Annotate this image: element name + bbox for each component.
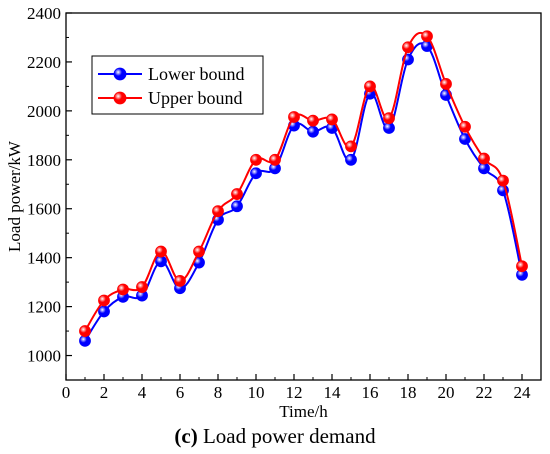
data-point (383, 112, 395, 125)
line-chart: 0 2 4 6 8 10 12 14 16 18 20 22 241000120014001600180… (5, 4, 542, 421)
x-tick-label: 24 (514, 383, 532, 402)
caption-text: Load power demand (197, 424, 376, 448)
figure-caption: (c) Load power demand (0, 424, 550, 449)
legend-label: Upper bound (148, 88, 242, 108)
x-tick-label: 8 (214, 383, 223, 402)
y-tick-label: 2000 (27, 102, 61, 121)
caption-label: (c) (174, 424, 198, 448)
data-point (497, 174, 509, 187)
data-point (326, 113, 338, 126)
data-point (193, 245, 205, 258)
data-point (269, 153, 281, 166)
legend-marker (113, 67, 127, 81)
x-tick-label: 4 (138, 383, 147, 402)
data-point (98, 305, 110, 318)
y-tick-label: 2400 (27, 4, 61, 23)
data-point (231, 188, 243, 200)
data-point (79, 334, 91, 347)
x-tick-label: 2 (100, 383, 109, 402)
data-point (212, 205, 224, 218)
data-point (98, 294, 110, 307)
y-tick-label: 1200 (27, 298, 61, 317)
x-axis-title: Time/h (279, 402, 328, 421)
data-point (231, 200, 243, 213)
data-point (459, 120, 471, 133)
data-point (478, 162, 490, 175)
data-point (516, 260, 528, 273)
plot-area-frame (65, 12, 542, 381)
y-tick-label: 1000 (27, 347, 61, 366)
data-point (345, 140, 357, 153)
y-tick-label: 2200 (27, 53, 61, 72)
data-point (155, 245, 167, 258)
data-point (421, 30, 433, 43)
y-tick-label: 1600 (27, 200, 61, 219)
data-point (136, 281, 148, 293)
x-tick-label: 18 (400, 383, 417, 402)
legend-marker (113, 91, 127, 105)
data-point (288, 111, 300, 123)
data-point (478, 152, 490, 165)
data-point (174, 275, 186, 287)
data-point (250, 167, 262, 180)
data-point (307, 125, 319, 138)
data-point (345, 153, 357, 166)
series-layer (79, 30, 528, 347)
data-point (307, 114, 319, 127)
data-point (250, 153, 262, 166)
x-tick-label: 14 (324, 383, 342, 402)
legend-label: Lower bound (148, 64, 244, 84)
x-tick-label: 12 (286, 383, 303, 402)
x-tick-label: 20 (438, 383, 455, 402)
data-point (440, 78, 452, 90)
data-point (364, 80, 376, 93)
legend: Lower bound Upper bound (91, 55, 264, 115)
y-tick-label: 1800 (27, 151, 61, 170)
data-point (383, 122, 395, 134)
y-tick-label: 1400 (27, 249, 61, 268)
x-tick-label: 6 (176, 383, 185, 402)
ticks-layer: 0 2 4 6 8 10 12 14 16 18 20 22 241000120014001600180… (27, 4, 531, 402)
data-point (79, 325, 91, 337)
x-tick-label: 0 (62, 383, 71, 402)
x-tick-label: 16 (362, 383, 379, 402)
x-tick-label: 22 (476, 383, 493, 402)
y-axis-title: Load power/kW (5, 140, 24, 252)
x-tick-label: 10 (248, 383, 265, 402)
data-point (402, 41, 414, 54)
data-point (117, 283, 129, 296)
data-point (155, 255, 167, 268)
